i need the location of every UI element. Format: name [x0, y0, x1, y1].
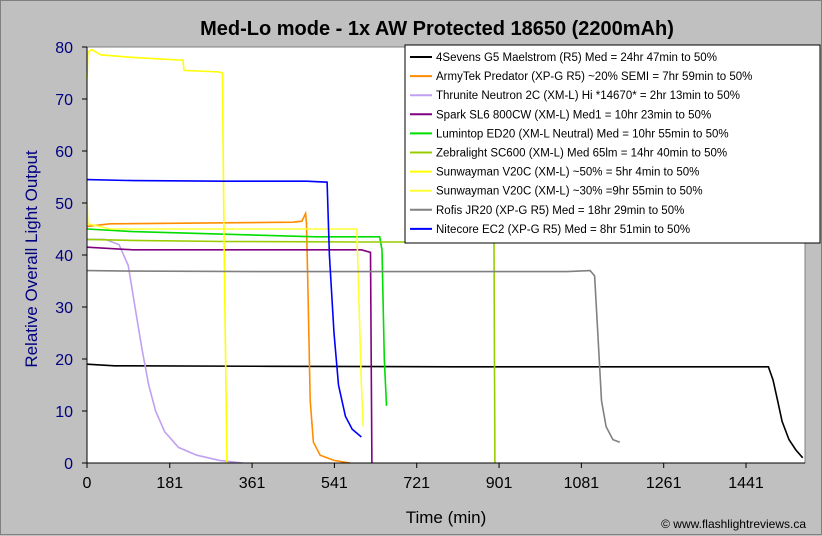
x-tick-label: 1441: [728, 475, 764, 492]
series-line-0: [86, 363, 804, 459]
x-axis-label: Time (min): [406, 508, 487, 527]
x-tick-label: 1261: [646, 475, 682, 492]
legend-label-0: 4Sevens G5 Maelstrom (R5) Med = 24hr 47m…: [436, 52, 717, 64]
y-tick-label: 80: [55, 40, 73, 57]
legend-label-7: Sunwayman V20C (XM-L) ~30% =9hr 55min to…: [436, 186, 703, 198]
x-tick-label: 0: [83, 475, 92, 492]
legend-label-6: Sunwayman V20C (XM-L) ~50% = 5hr 4min to…: [436, 167, 699, 179]
y-tick-label: 40: [55, 248, 73, 265]
x-tick-label: 541: [321, 475, 348, 492]
series-line-3: [86, 246, 373, 464]
y-tick-label: 50: [55, 196, 73, 213]
x-tick-label: 721: [403, 475, 430, 492]
y-tick-label: 70: [55, 92, 73, 109]
y-tick-label: 0: [64, 456, 73, 473]
legend-label-5: Zebralight SC600 (XM-L) Med 65lm = 14hr …: [436, 148, 727, 160]
copyright-text: © www.flashlightreviews.ca: [661, 517, 806, 531]
x-ticks: 0 181 361 541 721 901 1081 1261 1441: [83, 463, 764, 492]
legend: 4Sevens G5 Maelstrom (R5) Med = 24hr 47m…: [404, 44, 821, 244]
x-tick-label: 361: [239, 475, 266, 492]
legend-label-3: Spark SL6 800CW (XM-L) Med1 = 10hr 23min…: [436, 109, 711, 121]
x-tick-label: 1081: [564, 475, 600, 492]
series-line-9: [86, 178, 362, 438]
legend-box: [404, 44, 821, 244]
series-line-7: [86, 202, 364, 427]
series-line-2: [87, 238, 243, 464]
y-axis-label: Relative Overall Light Output: [22, 150, 41, 368]
legend-label-9: Nitecore EC2 (XP-G R5) Med = 8hr 51min t…: [436, 224, 690, 236]
x-tick-label: 901: [486, 475, 513, 492]
legend-label-2: Thrunite Neutron 2C (XM-L) Hi *14670* = …: [436, 90, 740, 102]
legend-label-1: ArmyTek Predator (XP-G R5) ~20% SEMI = 7…: [436, 71, 752, 83]
y-tick-label: 20: [55, 352, 73, 369]
y-tick-label: 60: [55, 144, 73, 161]
y-ticks: 0 10 20 30 40 50 60 70 80: [55, 40, 87, 473]
legend-label-4: Lumintop ED20 (XM-L Neutral) Med = 10hr …: [436, 128, 729, 140]
legend-label-8: Rofis JR20 (XP-G R5) Med = 18hr 29min to…: [436, 205, 684, 217]
series-line-4: [86, 228, 388, 406]
series-line-8: [86, 269, 621, 443]
y-tick-label: 30: [55, 300, 73, 317]
y-tick-label: 10: [55, 404, 73, 421]
x-tick-label: 181: [156, 475, 183, 492]
chart-title: Med-Lo mode - 1x AW Protected 18650 (220…: [200, 18, 674, 40]
series-line-6: [86, 48, 228, 464]
